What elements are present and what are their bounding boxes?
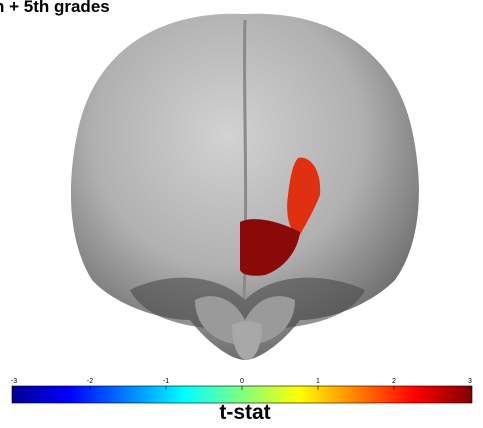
colorbar-label: t-stat (219, 401, 270, 424)
tick-label: -2 (87, 378, 93, 385)
tick-label: -1 (163, 378, 169, 385)
tick-label: 0 (240, 378, 244, 385)
tick-label: 1 (316, 378, 320, 385)
tick-label: -3 (11, 378, 17, 385)
title: h + 5th grades (0, 0, 110, 16)
tick-label: 3 (468, 378, 472, 385)
brain (70, 13, 419, 360)
tick-label: 2 (392, 378, 396, 385)
